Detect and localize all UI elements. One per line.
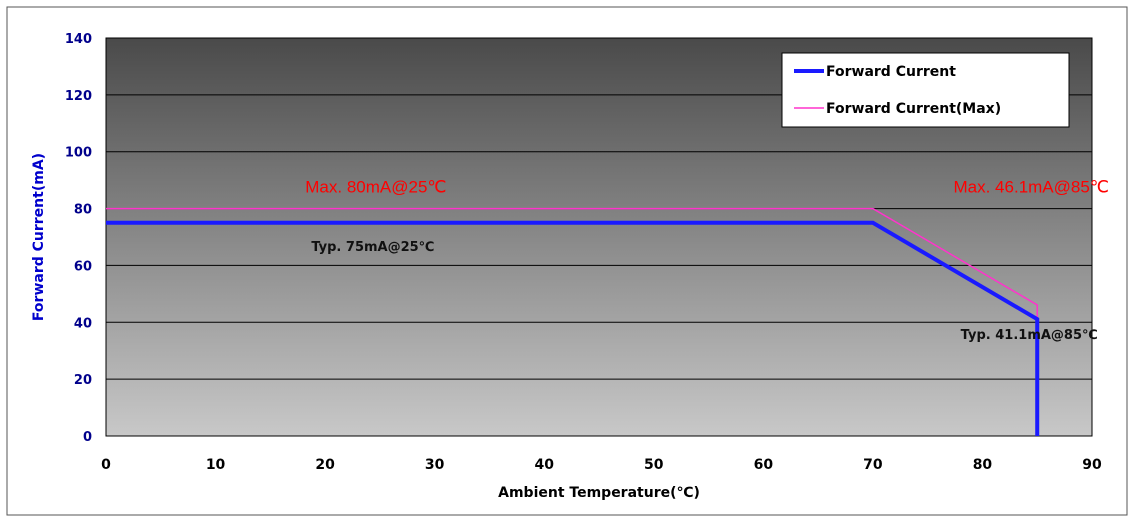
series-line-0 <box>106 220 1040 436</box>
x-tick-label: 30 <box>425 457 445 473</box>
x-tick-label: 50 <box>644 457 664 473</box>
tick-labels: 0 20 40 60 80 100 120 140 0 10 20 30 40 50 60 70 80 90 <box>65 32 1102 473</box>
annotation-label: Typ. 41.1mA@85℃ <box>961 328 1098 343</box>
y-tick-label: 0 <box>83 430 92 445</box>
x-tick-label: 0 <box>101 457 111 473</box>
annotation-label: Max. 80mA@25℃ <box>305 178 446 197</box>
x-tick-label: 60 <box>754 457 774 473</box>
y-axis-title: Forward Current(mA) <box>31 153 47 321</box>
annotation-label: Max. 46.1mA@85℃ <box>954 178 1109 197</box>
annotations: Max. 80mA@25℃ Typ. 75mA@25℃ Max. 46.1mA@85… <box>305 178 1109 344</box>
x-tick-label: 90 <box>1082 457 1102 473</box>
x-tick-label: 70 <box>863 457 883 473</box>
legend-label-forward-current-max: Forward Current(Max) <box>826 101 1001 117</box>
series-lines <box>106 207 1040 436</box>
x-tick-label: 10 <box>206 457 226 473</box>
x-tick-label: 20 <box>315 457 335 473</box>
gridlines <box>106 37 1092 380</box>
y-tick-label: 40 <box>74 316 92 331</box>
series-line-1 <box>106 207 1038 320</box>
y-tick-label: 140 <box>65 32 92 47</box>
x-tick-label: 80 <box>973 457 993 473</box>
legend-box <box>781 52 1070 128</box>
x-axis-title: Ambient Temperature(℃) <box>498 485 700 501</box>
legend: Forward Current Forward Current(Max) <box>781 52 1070 128</box>
y-tick-label: 20 <box>74 373 92 388</box>
y-tick-label: 120 <box>65 89 92 104</box>
y-tick-label: 100 <box>65 146 92 161</box>
annotation-label: Typ. 75mA@25℃ <box>311 240 434 255</box>
y-tick-label: 80 <box>74 203 92 218</box>
y-tick-label: 60 <box>74 259 92 274</box>
legend-label-forward-current: Forward Current <box>826 64 956 80</box>
x-tick-label: 40 <box>534 457 554 473</box>
